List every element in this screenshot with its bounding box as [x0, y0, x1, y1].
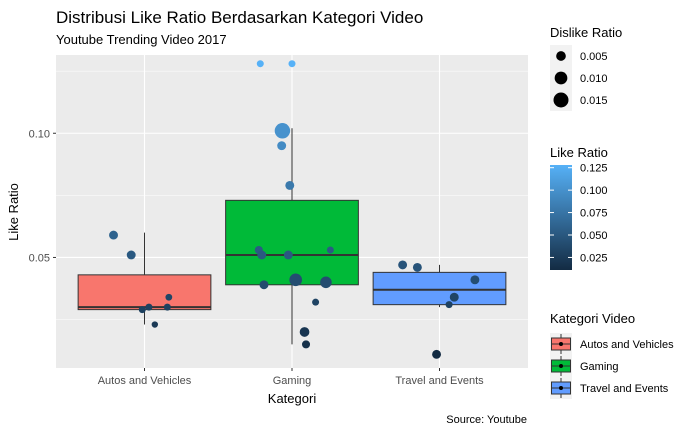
data-point [432, 349, 442, 359]
fill-legend: Kategori Video Autos and Vehicles Gaming T… [550, 311, 674, 399]
size-legend-dot [553, 92, 569, 108]
data-point [259, 280, 269, 290]
size-legend-title: Dislike Ratio [550, 25, 622, 40]
size-legend-label: 0.005 [580, 51, 608, 63]
data-point [138, 306, 146, 314]
fill-legend-dot [559, 342, 563, 346]
box-body [372, 271, 507, 306]
color-legend: Like Ratio 0.125 0.100 0.075 0.050 0.025 [550, 145, 608, 270]
box-plots [77, 128, 507, 345]
data-point [326, 246, 334, 254]
y-tick-label: 0.05 [29, 252, 50, 264]
color-legend-label: 0.025 [580, 252, 608, 264]
box-body [77, 274, 212, 311]
size-legend-label: 0.010 [580, 73, 608, 85]
color-bar [550, 165, 572, 270]
y-tick-label: 0.10 [29, 128, 50, 140]
data-point [256, 60, 264, 68]
x-tick-label: Travel and Events [395, 375, 484, 387]
data-point [126, 250, 136, 260]
data-point [398, 260, 408, 270]
data-point [274, 123, 291, 139]
data-point [299, 327, 310, 337]
data-point [145, 303, 153, 311]
data-point [163, 303, 171, 311]
x-axis-ticks: Autos and Vehicles Gaming Travel and Event… [98, 368, 484, 387]
size-legend-label: 0.015 [580, 95, 608, 107]
data-point [285, 180, 295, 190]
size-legend-dot [554, 71, 568, 85]
fill-legend-dot [559, 386, 563, 390]
data-point [301, 340, 311, 349]
color-legend-label: 0.075 [580, 208, 608, 220]
data-point [445, 301, 453, 309]
x-tick-label: Gaming [273, 375, 312, 387]
data-point [151, 321, 159, 328]
size-legend-dot [556, 51, 566, 61]
chart-subtitle: Youtube Trending Video 2017 [56, 32, 227, 47]
data-point [257, 250, 267, 260]
chart-title: Distribusi Like Ratio Berdasarkan Katego… [56, 8, 423, 27]
data-point [412, 262, 422, 272]
fill-legend-label: Gaming [580, 361, 619, 373]
data-point [320, 276, 332, 289]
source-caption: Source: Youtube [446, 414, 527, 426]
color-legend-label: 0.100 [580, 185, 608, 197]
data-point [277, 141, 287, 151]
data-point [165, 293, 173, 301]
box-autos-and-vehicles [77, 232, 212, 325]
x-axis-title: Kategori [268, 391, 317, 406]
y-axis-title: Like Ratio [6, 183, 21, 241]
color-legend-label: 0.050 [580, 230, 608, 242]
color-legend-label: 0.125 [580, 163, 608, 175]
data-point [449, 292, 459, 302]
box-travel-and-events [372, 264, 507, 308]
data-point [288, 60, 296, 68]
data-point [470, 275, 480, 285]
box-body [225, 199, 359, 286]
data-points [109, 60, 480, 359]
fill-legend-dot [559, 364, 563, 368]
y-axis-ticks: 0.05 0.10 [29, 128, 56, 264]
color-legend-title: Like Ratio [550, 145, 608, 160]
data-point [283, 250, 293, 260]
fill-legend-label: Travel and Events [580, 383, 669, 395]
size-legend: Dislike Ratio 0.005 0.010 0.015 [550, 25, 622, 111]
fill-legend-label: Autos and Vehicles [580, 339, 674, 351]
data-point [312, 298, 320, 306]
x-tick-label: Autos and Vehicles [98, 375, 192, 387]
data-point [289, 273, 303, 287]
data-point [109, 230, 118, 240]
fill-legend-title: Kategori Video [550, 311, 635, 326]
